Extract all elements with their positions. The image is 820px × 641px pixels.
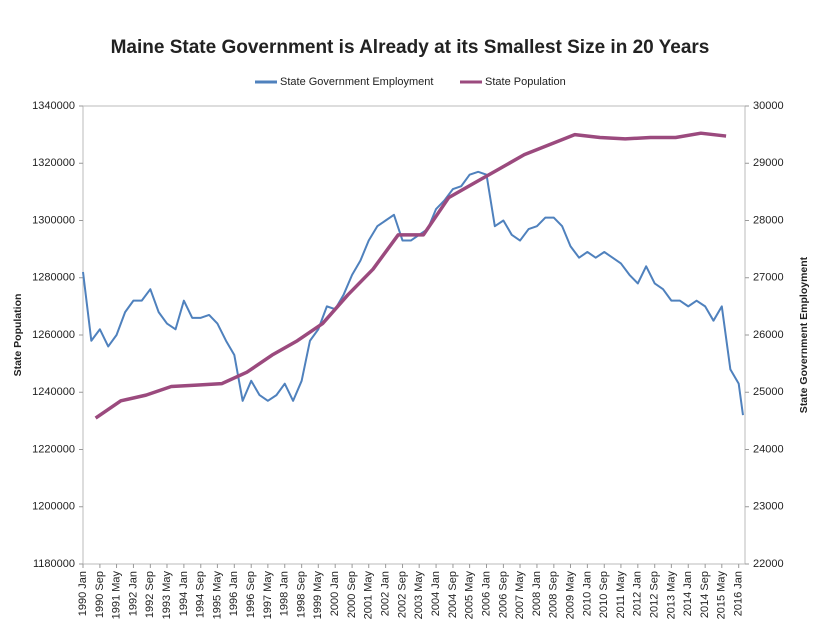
y2-tick-label: 26000: [753, 329, 784, 341]
legend-label: State Population: [485, 76, 566, 88]
x-tick-label: 2004 Jan: [430, 571, 442, 616]
x-tick-label: 2009 May: [564, 571, 576, 620]
chart-title: Maine State Government is Already at its…: [111, 37, 710, 58]
series-line: [94, 131, 727, 420]
x-tick-label: 2010 Jan: [581, 571, 593, 616]
y-tick-label: 1220000: [32, 443, 75, 455]
y-tick-label: 1340000: [32, 100, 75, 112]
y-tick-label: 1240000: [32, 386, 75, 398]
x-tick-label: 1993 May: [161, 571, 173, 620]
x-tick-label: 2011 May: [615, 571, 627, 619]
series-line: [82, 170, 744, 416]
x-tick-label: 2000 Sep: [346, 571, 358, 618]
plot-frame: [82, 105, 746, 565]
x-tick-label: 2002 Jan: [380, 571, 392, 616]
x-tick-label: 2002 Sep: [396, 571, 408, 618]
y2-tick-label: 23000: [753, 501, 784, 513]
x-tick-label: 2005 May: [464, 571, 476, 620]
y-tick-label: 1280000: [32, 272, 75, 284]
x-tick-label: 1990 Sep: [94, 571, 106, 618]
x-tick-label: 1999 May: [312, 571, 324, 620]
x-tick-label: 2000 Jan: [329, 571, 341, 616]
y2-tick-label: 22000: [753, 558, 784, 570]
x-tick-label: 2012 Sep: [649, 571, 661, 618]
x-tick-label: 2014 Jan: [682, 571, 694, 616]
x-tick-label: 2007 May: [514, 571, 526, 620]
x-tick-label: 1992 Jan: [127, 571, 139, 616]
x-tick-label: 2001 May: [363, 571, 375, 620]
x-tick-label: 1994 Sep: [195, 571, 207, 618]
x-tick-label: 2016 Jan: [733, 571, 745, 616]
x-tick-label: 1997 May: [262, 571, 274, 620]
x-tick-label: 2008 Sep: [548, 571, 560, 618]
y-tick-label: 1180000: [33, 558, 75, 570]
y-tick-label: 1320000: [32, 157, 75, 169]
x-tick-label: 2013 May: [665, 571, 677, 620]
x-tick-label: 1991 May: [110, 571, 122, 620]
x-tick-label: 2010 Sep: [598, 571, 610, 618]
x-tick-label: 2014 Sep: [699, 571, 711, 618]
x-tick-label: 1990 Jan: [77, 571, 89, 616]
x-tick-label: 1996 Jan: [228, 571, 240, 616]
y2-tick-label: 27000: [753, 272, 784, 284]
y2-tick-label: 30000: [753, 100, 784, 112]
legend-label: State Government Employment: [280, 76, 433, 88]
x-tick-label: 1998 Sep: [296, 571, 308, 618]
y-tick-label: 1200000: [32, 501, 75, 513]
y2-axis-label: State Government Employment: [798, 256, 810, 413]
y2-tick-label: 29000: [753, 157, 784, 169]
y-axis-label: State Population: [12, 294, 24, 377]
x-tick-label: 1998 Jan: [279, 571, 291, 616]
x-tick-label: 1992 Sep: [144, 571, 156, 618]
x-tick-label: 2004 Sep: [447, 571, 459, 618]
y2-tick-label: 25000: [753, 386, 784, 398]
x-tick-label: 2006 Jan: [480, 571, 492, 616]
x-tick-label: 1996 Sep: [245, 571, 257, 618]
x-tick-label: 1995 May: [211, 571, 223, 620]
y-tick-label: 1300000: [32, 214, 75, 226]
x-tick-label: 2015 May: [716, 571, 728, 620]
y2-tick-label: 28000: [753, 214, 784, 226]
y2-tick-label: 24000: [753, 443, 784, 455]
y-tick-label: 1260000: [32, 329, 75, 341]
x-tick-label: 1994 Jan: [178, 571, 190, 616]
x-tick-label: 2003 May: [413, 571, 425, 620]
x-tick-label: 2012 Jan: [632, 571, 644, 616]
x-tick-label: 2008 Jan: [531, 571, 543, 616]
x-tick-label: 2006 Sep: [497, 571, 509, 618]
